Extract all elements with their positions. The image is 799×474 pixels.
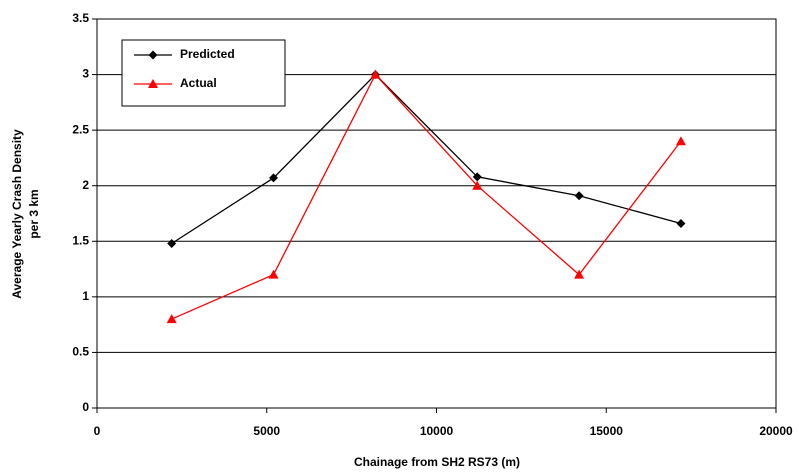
y-tick-label: 1.5 (72, 233, 89, 247)
y-axis-label-group: Average Yearly Crash Density per 3 km (10, 129, 41, 299)
y-tick-label: 0 (82, 400, 89, 414)
x-tick-label: 15000 (590, 424, 624, 438)
legend-marker (148, 50, 158, 60)
x-tick-label: 0 (94, 424, 101, 438)
y-tick-label: 2.5 (72, 122, 89, 136)
y-axis-label: per 3 km (27, 189, 41, 238)
legend-label: Predicted (180, 47, 235, 61)
x-tick-label: 10000 (420, 424, 454, 438)
marker (268, 269, 279, 279)
marker (472, 172, 482, 182)
legend-marker (148, 79, 158, 88)
y-axis-label: Average Yearly Crash Density (10, 129, 24, 299)
marker (574, 269, 585, 279)
marker (166, 314, 177, 324)
marker (676, 219, 686, 229)
series-line (171, 73, 682, 245)
marker (675, 136, 686, 146)
marker (370, 69, 381, 79)
marker (167, 239, 177, 249)
legend-box (121, 39, 286, 107)
x-axis-label: Chainage from SH2 RS73 (m) (354, 455, 520, 469)
y-tick-label: 0.5 (72, 345, 89, 359)
y-tick-label: 1 (82, 289, 89, 303)
y-tick-label: 3.5 (72, 11, 89, 25)
legend-label: Actual (180, 76, 217, 90)
y-tick-label: 2 (82, 178, 89, 192)
marker (574, 191, 584, 201)
y-tick-label: 3 (82, 67, 89, 81)
x-tick-label: 5000 (253, 424, 280, 438)
series-line (171, 73, 682, 320)
x-tick-label: 20000 (759, 424, 793, 438)
marker (472, 180, 483, 190)
marker (269, 173, 279, 183)
plot-frame (96, 18, 777, 409)
